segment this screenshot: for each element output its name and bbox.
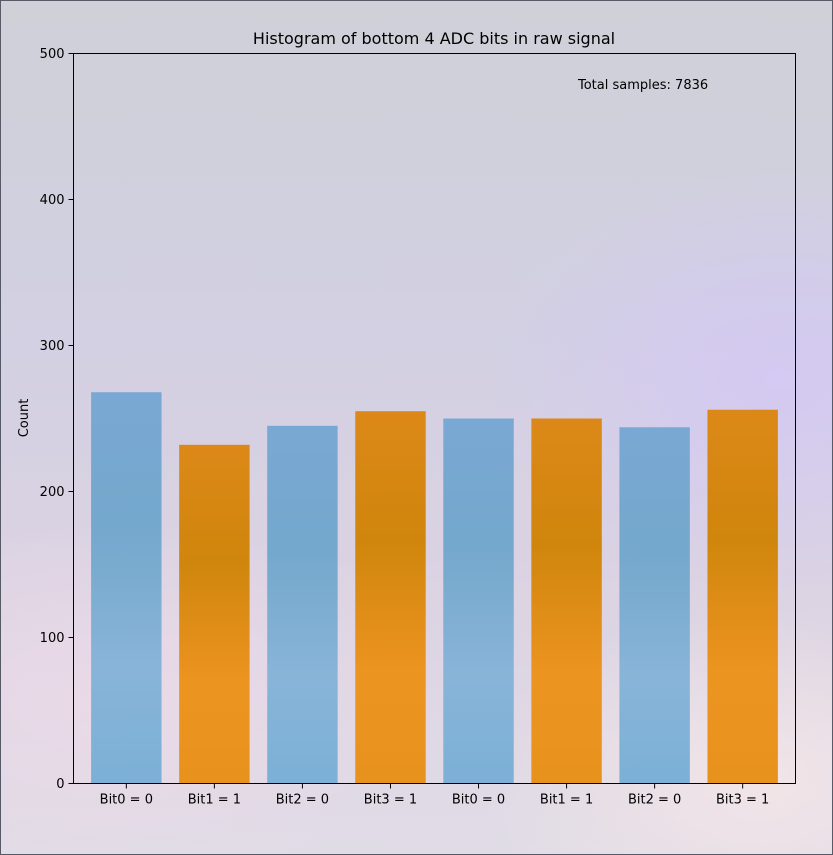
x-tick-label: Bit2 = 0 [276, 793, 329, 808]
x-tick-label: Bit3 = 1 [364, 793, 417, 808]
bar-4 [443, 418, 514, 784]
bar-6 [619, 427, 690, 784]
x-axis: Bit0 = 0 Bit1 = 1 Bit2 = 0 Bit3 = 1 Bit0 = 0… [100, 783, 769, 808]
x-tick-label: Bit3 = 1 [716, 793, 769, 808]
total-samples-annotation: Total samples: 7836 [577, 78, 708, 93]
chart-title: Histogram of bottom 4 ADC bits in raw si… [253, 29, 615, 48]
bar-3 [355, 411, 426, 784]
y-tick-label: 100 [40, 631, 65, 646]
plot-area-border [73, 53, 796, 784]
bars-group [91, 392, 778, 784]
y-tick-label: 300 [40, 339, 65, 354]
bar-2 [267, 425, 338, 784]
y-tick-label: 400 [40, 193, 65, 208]
y-tick-label: 500 [40, 47, 65, 62]
x-tick-label: Bit1 = 1 [188, 793, 241, 808]
x-tick-label: Bit2 = 0 [628, 793, 681, 808]
y-tick-label: 0 [56, 777, 64, 792]
x-tick-label: Bit1 = 1 [540, 793, 593, 808]
bar-7 [707, 409, 778, 784]
bar-0 [91, 392, 162, 784]
y-tick-label: 200 [40, 485, 65, 500]
x-tick-label: Bit0 = 0 [452, 793, 505, 808]
bar-1 [179, 444, 250, 784]
y-axis: 0 100 200 300 400 500 [40, 47, 74, 792]
y-axis-label: Count [17, 399, 32, 438]
bar-5 [531, 418, 602, 784]
x-tick-label: Bit0 = 0 [100, 793, 153, 808]
